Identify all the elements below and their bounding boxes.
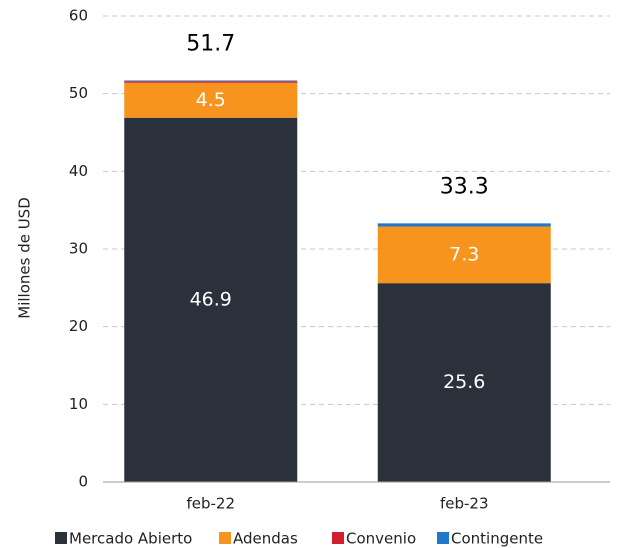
- y-tick-label: 10: [69, 395, 88, 413]
- y-tick-label: 30: [69, 240, 88, 258]
- y-tick-label: 40: [69, 162, 88, 180]
- bar-segment: [377, 226, 551, 284]
- legend-label: Contingente: [451, 530, 543, 548]
- y-tick-label: 50: [69, 84, 88, 102]
- x-tick-label: feb-23: [440, 495, 489, 513]
- bar-segment: [377, 283, 551, 482]
- legend-swatch: [219, 532, 231, 544]
- legend-swatch: [55, 532, 67, 544]
- bar-segment: [124, 81, 298, 83]
- data-label: 25.6: [443, 371, 485, 393]
- y-tick-label: 60: [69, 7, 88, 25]
- bar-segment: [124, 117, 298, 482]
- legend-label: Adendas: [233, 530, 298, 548]
- bar-segment: [124, 80, 298, 82]
- y-tick-label: 0: [78, 473, 88, 491]
- bar-segment: [124, 82, 298, 118]
- legend-swatch: [437, 532, 449, 544]
- data-label: 7.3: [449, 243, 479, 265]
- legend-label: Mercado Abierto: [69, 530, 192, 548]
- x-tick-label: feb-22: [186, 495, 235, 513]
- legend-swatch: [332, 532, 344, 544]
- data-label: 46.9: [190, 288, 232, 310]
- y-tick-label: 20: [69, 317, 88, 335]
- total-label: 33.3: [440, 174, 489, 199]
- total-label: 51.7: [186, 31, 235, 56]
- y-axis-label: Millones de USD: [16, 197, 34, 319]
- legend-label: Convenio: [346, 530, 416, 548]
- data-label: 4.5: [196, 89, 226, 111]
- bar-segment: [377, 223, 551, 227]
